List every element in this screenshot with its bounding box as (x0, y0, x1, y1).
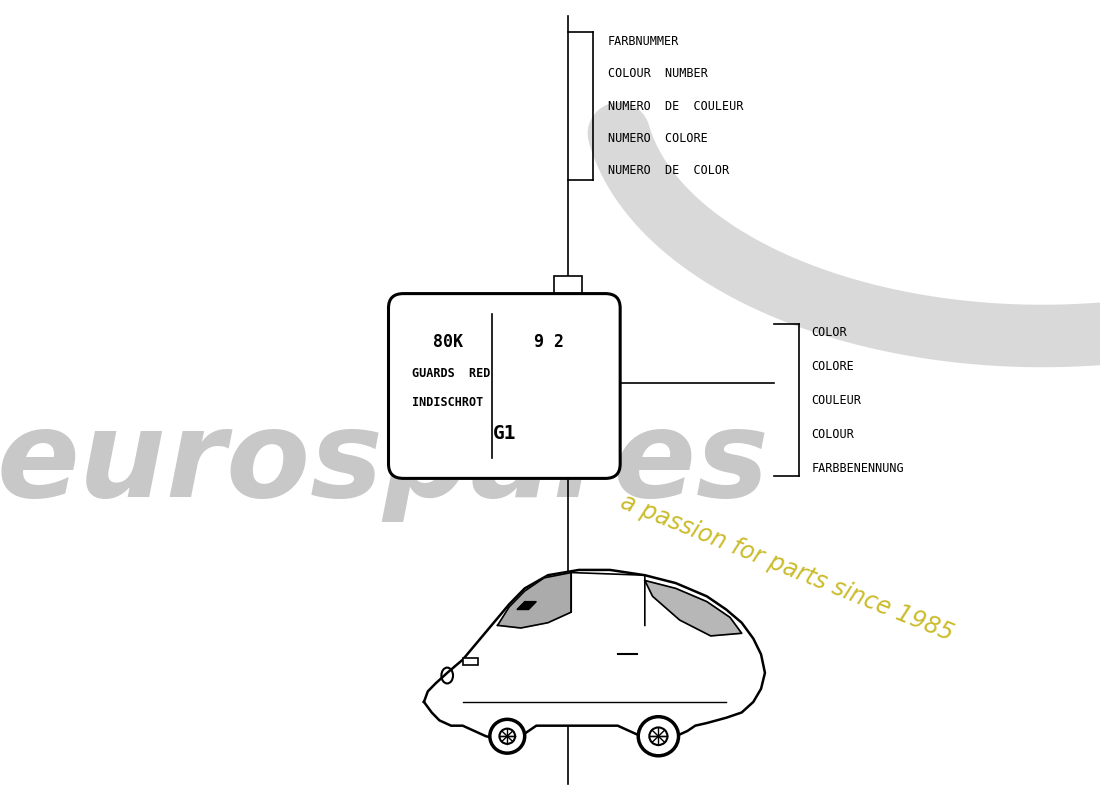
Text: NUMERO  DE  COLOR: NUMERO DE COLOR (608, 164, 729, 177)
Polygon shape (517, 602, 537, 610)
Bar (554, 276, 582, 308)
Text: a passion for parts since 1985: a passion for parts since 1985 (617, 490, 957, 646)
Polygon shape (645, 581, 741, 636)
Bar (463, 658, 478, 665)
Text: GUARDS  RED: GUARDS RED (411, 367, 490, 380)
Text: FARBBENENNUNG: FARBBENENNUNG (812, 462, 904, 474)
Text: COLORE: COLORE (812, 359, 855, 373)
Text: COULEUR: COULEUR (812, 394, 861, 406)
Text: eurospares: eurospares (0, 406, 769, 522)
Text: FARBNUMMER: FARBNUMMER (608, 35, 679, 48)
Polygon shape (424, 570, 764, 739)
Text: INDISCHROT: INDISCHROT (411, 396, 483, 409)
Ellipse shape (638, 717, 679, 756)
Polygon shape (497, 573, 571, 628)
FancyBboxPatch shape (388, 294, 620, 478)
Ellipse shape (490, 719, 525, 753)
Text: COLOR: COLOR (812, 326, 847, 338)
Text: G1: G1 (493, 424, 516, 443)
Text: 9 2: 9 2 (534, 333, 564, 350)
Text: COLOUR  NUMBER: COLOUR NUMBER (608, 67, 707, 80)
Text: COLOUR: COLOUR (812, 427, 855, 441)
Text: NUMERO  DE  COULEUR: NUMERO DE COULEUR (608, 99, 744, 113)
Text: 80K: 80K (432, 333, 463, 350)
Text: NUMERO  COLORE: NUMERO COLORE (608, 132, 707, 145)
